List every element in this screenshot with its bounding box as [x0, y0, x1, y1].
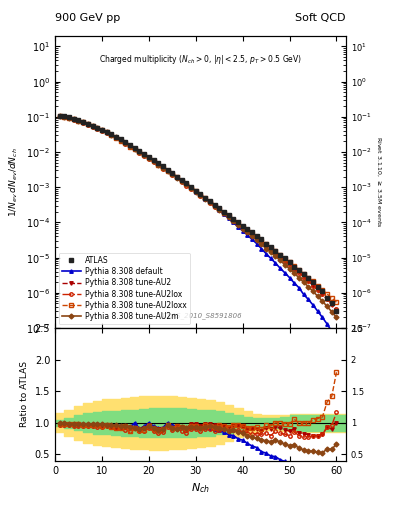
Pythia 8.308 tune-AU2 — [334, 308, 339, 314]
Y-axis label: Rivet 3.1.10, $\geq$ 3.5M events: Rivet 3.1.10, $\geq$ 3.5M events — [375, 136, 383, 228]
Pythia 8.308 tune-AU2 — [231, 217, 236, 223]
Pythia 8.308 default — [137, 149, 142, 155]
Line: Pythia 8.308 tune-AU2lox: Pythia 8.308 tune-AU2lox — [58, 114, 338, 311]
Pythia 8.308 tune-AU2 — [147, 155, 151, 161]
ATLAS — [231, 216, 236, 222]
Pythia 8.308 tune-AU2m — [128, 143, 132, 149]
Pythia 8.308 tune-AU2loxx — [57, 113, 62, 119]
Pythia 8.308 tune-AU2loxx — [104, 130, 109, 136]
ATLAS — [334, 308, 339, 314]
Pythia 8.308 tune-AU2lox — [137, 150, 142, 156]
ATLAS — [57, 113, 62, 119]
X-axis label: $N_{ch}$: $N_{ch}$ — [191, 481, 210, 495]
Pythia 8.308 default — [104, 130, 109, 136]
Pythia 8.308 tune-AU2m — [334, 314, 339, 321]
Pythia 8.308 tune-AU2loxx — [128, 144, 132, 150]
ATLAS — [104, 129, 109, 135]
ATLAS — [151, 157, 156, 163]
Pythia 8.308 tune-AU2loxx — [137, 150, 142, 156]
ATLAS — [137, 147, 142, 154]
Pythia 8.308 tune-AU2m — [231, 218, 236, 224]
Line: ATLAS: ATLAS — [57, 113, 339, 314]
Text: Soft QCD: Soft QCD — [296, 13, 346, 23]
Pythia 8.308 tune-AU2 — [137, 149, 142, 155]
Pythia 8.308 tune-AU2 — [128, 143, 132, 149]
Pythia 8.308 tune-AU2m — [137, 149, 142, 155]
Pythia 8.308 tune-AU2 — [151, 158, 156, 164]
Pythia 8.308 default — [334, 335, 339, 342]
Line: Pythia 8.308 default: Pythia 8.308 default — [58, 114, 338, 340]
Pythia 8.308 tune-AU2lox — [334, 306, 339, 312]
Pythia 8.308 tune-AU2loxx — [151, 158, 156, 164]
Pythia 8.308 default — [231, 219, 236, 225]
Pythia 8.308 tune-AU2lox — [57, 113, 62, 119]
ATLAS — [147, 155, 151, 161]
Pythia 8.308 tune-AU2lox — [104, 130, 109, 136]
Pythia 8.308 tune-AU2lox — [147, 156, 151, 162]
Pythia 8.308 tune-AU2lox — [231, 218, 236, 224]
Pythia 8.308 tune-AU2 — [104, 130, 109, 136]
Legend: ATLAS, Pythia 8.308 default, Pythia 8.308 tune-AU2, Pythia 8.308 tune-AU2lox, Py: ATLAS, Pythia 8.308 default, Pythia 8.30… — [59, 252, 189, 324]
Line: Pythia 8.308 tune-AU2m: Pythia 8.308 tune-AU2m — [58, 114, 338, 319]
Pythia 8.308 tune-AU2m — [147, 155, 151, 161]
Pythia 8.308 tune-AU2m — [57, 113, 62, 119]
Text: 900 GeV pp: 900 GeV pp — [55, 13, 120, 23]
Pythia 8.308 default — [151, 158, 156, 164]
Pythia 8.308 default — [57, 113, 62, 119]
Line: Pythia 8.308 tune-AU2loxx: Pythia 8.308 tune-AU2loxx — [58, 114, 338, 304]
Pythia 8.308 tune-AU2m — [104, 130, 109, 136]
Text: ATLAS_2010_S8591806: ATLAS_2010_S8591806 — [159, 312, 242, 319]
Pythia 8.308 tune-AU2loxx — [147, 155, 151, 161]
Pythia 8.308 tune-AU2 — [57, 113, 62, 119]
Y-axis label: Ratio to ATLAS: Ratio to ATLAS — [20, 361, 29, 428]
Pythia 8.308 default — [128, 143, 132, 149]
Pythia 8.308 tune-AU2loxx — [231, 217, 236, 223]
ATLAS — [128, 142, 132, 148]
Line: Pythia 8.308 tune-AU2: Pythia 8.308 tune-AU2 — [58, 114, 338, 313]
Pythia 8.308 tune-AU2loxx — [334, 299, 339, 305]
Y-axis label: $1/N_{ev}\,dN_{ev}/dN_{ch}$: $1/N_{ev}\,dN_{ev}/dN_{ch}$ — [8, 147, 20, 217]
Text: Charged multiplicity ($N_{ch} > 0,\,|\eta| < 2.5,\,p_T > 0.5$ GeV): Charged multiplicity ($N_{ch} > 0,\,|\et… — [99, 53, 302, 67]
Pythia 8.308 tune-AU2lox — [128, 144, 132, 150]
Pythia 8.308 tune-AU2lox — [151, 159, 156, 165]
Pythia 8.308 tune-AU2m — [151, 158, 156, 164]
Pythia 8.308 default — [147, 155, 151, 161]
